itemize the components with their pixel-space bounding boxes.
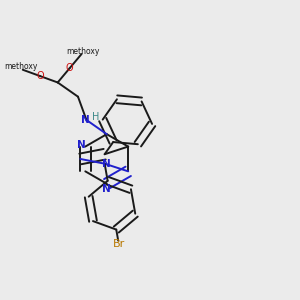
Text: N: N bbox=[77, 140, 86, 150]
Text: H: H bbox=[92, 112, 99, 122]
Text: N: N bbox=[102, 159, 111, 169]
Text: O: O bbox=[66, 63, 74, 73]
Text: N: N bbox=[81, 115, 89, 125]
Text: methoxy: methoxy bbox=[66, 46, 100, 56]
Text: Br: Br bbox=[113, 239, 125, 249]
Text: O: O bbox=[36, 71, 44, 81]
Text: methoxy: methoxy bbox=[4, 62, 38, 71]
Text: N: N bbox=[102, 184, 111, 194]
